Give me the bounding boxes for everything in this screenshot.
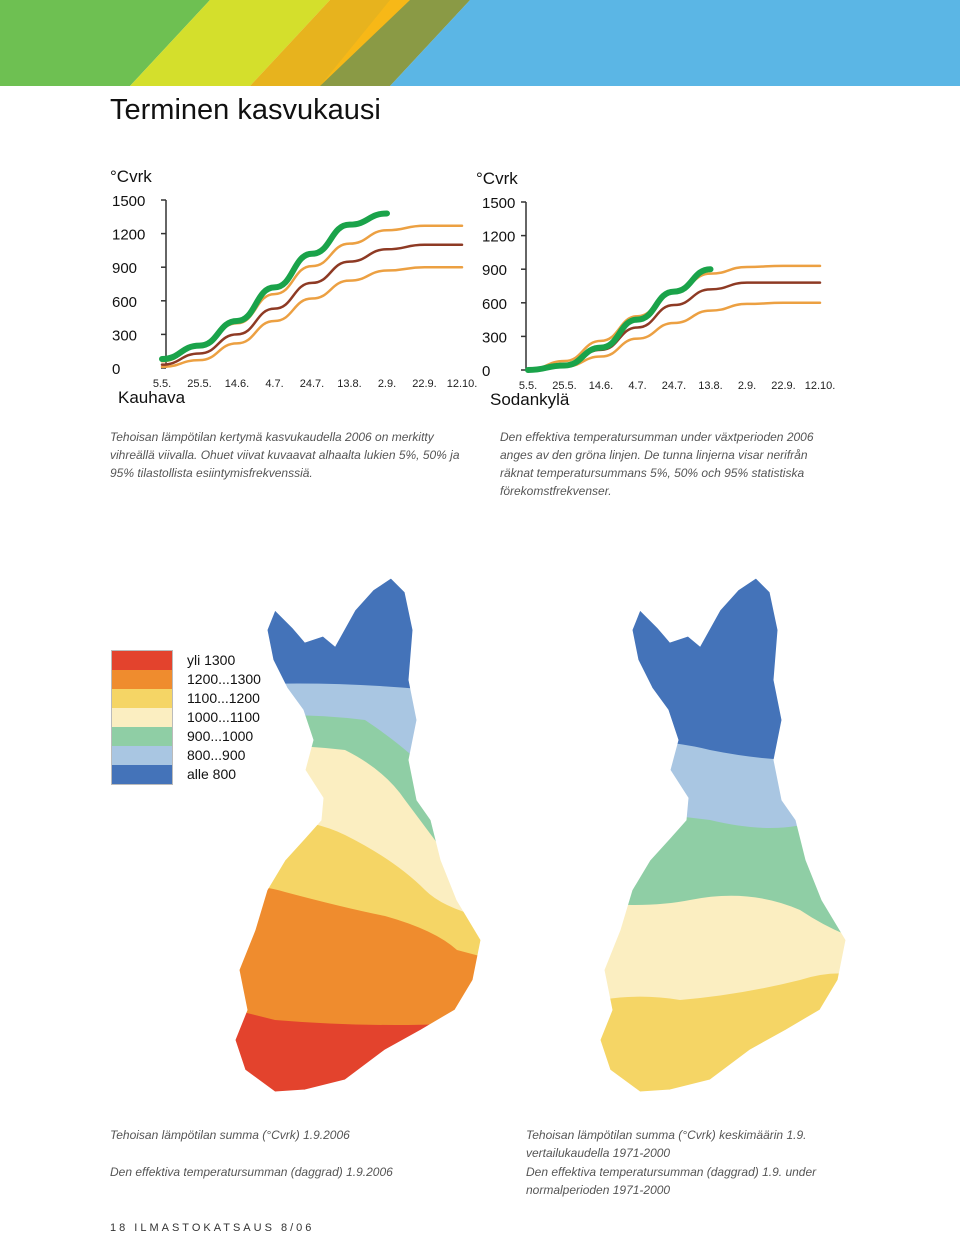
y-tick-label: 900 bbox=[112, 260, 137, 277]
chart-sodankyla: °Cvrk 1500 1200 900 600 300 0 5.5. 25.5. 14.6. 4.7… bbox=[476, 162, 856, 412]
header-banner bbox=[0, 0, 960, 86]
line-2006 bbox=[159, 210, 390, 363]
y-tick-label: 1500 bbox=[112, 193, 145, 210]
legend-label: 800...900 bbox=[187, 746, 246, 763]
station-label: Sodankylä bbox=[490, 390, 570, 409]
map-legend: yli 1300 1200...1300 1100...1200 1000...110… bbox=[111, 650, 261, 785]
y-unit-label: °Cvrk bbox=[110, 167, 152, 186]
caption-map-left-sv: Den effektiva temperatursumman (daggrad)… bbox=[110, 1165, 393, 1179]
x-tick-label: 13.8. bbox=[337, 378, 361, 390]
line-p5 bbox=[160, 265, 464, 369]
legend-label: alle 800 bbox=[187, 765, 237, 782]
y-tick-label: 300 bbox=[112, 327, 137, 344]
banner-stripe-olive bbox=[250, 0, 390, 86]
caption-chart-sv: Den effektiva temperatursumman under väx… bbox=[500, 430, 814, 498]
banner-stripe-green bbox=[0, 0, 210, 86]
x-tick-label: 5.5. bbox=[519, 380, 537, 392]
y-tick-label: 900 bbox=[482, 262, 507, 279]
x-tick-label: 14.6. bbox=[589, 380, 613, 392]
x-tick-label: 4.7. bbox=[628, 380, 646, 392]
chart-kauhava-svg: °Cvrk 1500 1200 900 600 300 0 5.5. 25.5. 14.6. 4.7… bbox=[110, 167, 478, 407]
caption-chart-fi: Tehoisan lämpötilan kertymä kasvukaudell… bbox=[110, 430, 460, 480]
y-tick-label: 300 bbox=[482, 329, 507, 346]
legend-swatch bbox=[111, 689, 173, 708]
x-tick-label: 12.10. bbox=[805, 380, 836, 392]
y-tick-label: 0 bbox=[482, 363, 490, 380]
legend-swatch bbox=[111, 670, 173, 689]
x-tick-label: 22.9. bbox=[771, 380, 795, 392]
y-tick-label: 600 bbox=[112, 294, 137, 311]
line-p50 bbox=[526, 281, 822, 372]
caption-map-right-fi: Tehoisan lämpötilan summa (°Cvrk) keskim… bbox=[526, 1128, 807, 1160]
banner-stripe-lime bbox=[130, 0, 330, 86]
legend-swatch bbox=[111, 727, 173, 746]
x-tick-label: 12.10. bbox=[447, 378, 478, 390]
legend-swatches bbox=[111, 650, 173, 785]
y-tick-label: 1200 bbox=[112, 227, 145, 244]
legend-label: 1100...1200 bbox=[187, 689, 260, 706]
chart-sodankyla-svg: °Cvrk 1500 1200 900 600 300 0 5.5. 25.5. 14.6. 4.7… bbox=[476, 169, 836, 409]
caption-map-left-fi: Tehoisan lämpötilan summa (°Cvrk) 1.9.20… bbox=[110, 1128, 350, 1142]
page-title: Terminen kasvukausi bbox=[110, 94, 381, 126]
y-unit-label: °Cvrk bbox=[476, 169, 518, 188]
x-tick-label: 2.9. bbox=[378, 378, 396, 390]
banner-stripe-olive-dark bbox=[320, 0, 470, 86]
page-footer: 18 ILMASTOKATSAUS 8/06 bbox=[110, 1222, 315, 1234]
y-tick-label: 600 bbox=[482, 296, 507, 313]
x-tick-label: 2.9. bbox=[738, 380, 756, 392]
legend-label: 1000...1100 bbox=[187, 708, 260, 725]
y-tick-label: 0 bbox=[112, 361, 120, 378]
chart-kauhava: °Cvrk 1500 1200 900 600 300 0 5.5. 25.5. 14.6. 4.7… bbox=[110, 160, 480, 410]
legend-label: 1200...1300 bbox=[187, 670, 261, 687]
caption-map-right-sv: Den effektiva temperatursumman (daggrad)… bbox=[526, 1165, 817, 1197]
map-2006-outline bbox=[234, 577, 482, 1093]
y-tick-label: 1500 bbox=[482, 195, 515, 212]
x-tick-label: 24.7. bbox=[300, 378, 324, 390]
legend-swatch bbox=[111, 708, 173, 727]
x-tick-label: 25.5. bbox=[187, 378, 211, 390]
x-tick-label: 4.7. bbox=[265, 378, 283, 390]
line-p50 bbox=[160, 243, 464, 366]
y-tick-label: 1200 bbox=[482, 229, 515, 246]
map-2006 bbox=[234, 577, 482, 1093]
x-tick-label: 24.7. bbox=[662, 380, 686, 392]
map-1971-2000 bbox=[599, 577, 847, 1093]
x-tick-label: 14.6. bbox=[225, 378, 249, 390]
line-2006 bbox=[525, 266, 714, 373]
legend-swatch bbox=[111, 746, 173, 765]
map-1971-outline bbox=[599, 577, 847, 1093]
station-label: Kauhava bbox=[118, 388, 186, 407]
legend-label: 900...1000 bbox=[187, 727, 254, 744]
x-tick-label: 5.5. bbox=[153, 378, 171, 390]
x-tick-label: 13.8. bbox=[698, 380, 722, 392]
x-tick-label: 25.5. bbox=[552, 380, 576, 392]
x-tick-label: 22.9. bbox=[412, 378, 436, 390]
banner-stripe-blue bbox=[390, 0, 960, 86]
legend-swatch bbox=[111, 651, 173, 670]
legend-swatch bbox=[111, 765, 173, 784]
legend-label: yli 1300 bbox=[187, 651, 236, 668]
